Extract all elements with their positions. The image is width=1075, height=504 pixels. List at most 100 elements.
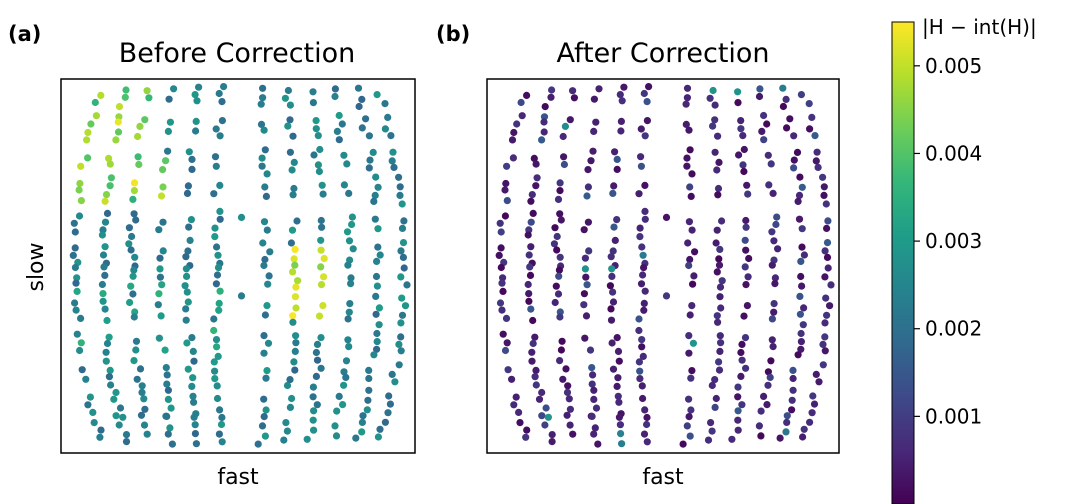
scatter-point: [340, 368, 348, 376]
scatter-point: [788, 406, 796, 414]
scatter-point: [292, 332, 300, 340]
scatter-point: [798, 225, 806, 233]
scatter-point: [215, 430, 223, 438]
scatter-point: [734, 393, 742, 401]
scatter-point: [584, 218, 593, 226]
scatter-point: [72, 279, 80, 287]
scatter-point: [797, 257, 805, 265]
scatter-point: [76, 346, 84, 355]
scatter-point: [718, 217, 726, 225]
scatter-point: [125, 224, 133, 232]
scatter-point: [585, 247, 593, 255]
scatter-point: [713, 226, 721, 234]
scatter-point: [713, 268, 721, 276]
scatter-point: [739, 161, 747, 169]
scatter-point: [370, 351, 378, 359]
scatter-point: [686, 146, 694, 154]
scatter-point: [540, 128, 548, 136]
scatter-point: [591, 424, 599, 432]
scatter-point: [563, 411, 571, 419]
scatter-point: [797, 329, 805, 338]
scatter-point: [607, 316, 616, 324]
scatter-point: [744, 273, 752, 281]
scatter-point: [318, 223, 326, 231]
scatter-point: [685, 395, 693, 403]
panel-a-frame: [60, 78, 416, 454]
scatter-point: [686, 255, 694, 264]
scatter-point: [744, 190, 752, 198]
scatter-point: [638, 343, 646, 351]
scatter-point: [566, 116, 574, 124]
scatter-point: [559, 375, 567, 383]
scatter-point: [643, 438, 651, 446]
scatter-point: [609, 247, 617, 255]
scatter-point: [508, 136, 517, 144]
scatter-point: [218, 117, 226, 125]
scatter-point: [84, 154, 92, 162]
scatter-point: [401, 302, 410, 310]
scatter-point: [182, 305, 190, 313]
scatter-point: [389, 148, 397, 156]
scatter-point: [763, 401, 771, 409]
scatter-point: [589, 371, 597, 379]
scatter-point: [821, 333, 829, 341]
scatter-point: [708, 381, 716, 390]
scatter-point: [553, 246, 561, 254]
scatter-point: [119, 413, 127, 421]
scatter-point: [782, 95, 790, 103]
scatter-point: [395, 361, 403, 369]
scatter-point: [395, 173, 403, 181]
scatter-point: [685, 261, 693, 270]
scatter-point: [211, 224, 219, 232]
scatter-point: [343, 160, 351, 168]
scatter-point: [685, 126, 693, 134]
scatter-point: [711, 116, 719, 124]
scatter-point: [715, 255, 723, 263]
scatter-point: [771, 280, 779, 288]
scatter-point: [398, 311, 407, 319]
scatter-point: [261, 146, 269, 154]
scatter-point: [128, 232, 136, 241]
scatter-point: [709, 86, 717, 95]
scatter-point: [508, 375, 516, 383]
scatter-point: [556, 357, 564, 365]
scatter-point: [734, 88, 742, 96]
scatter-point: [823, 311, 831, 319]
scatter-point: [641, 132, 649, 140]
scatter-point: [263, 226, 271, 234]
scatter-point: [375, 321, 383, 329]
scatter-point: [760, 136, 768, 144]
scatter-point: [611, 148, 619, 156]
scatter-point: [617, 430, 625, 438]
scatter-point: [164, 147, 172, 155]
scatter-point: [317, 263, 325, 271]
scatter-point: [310, 426, 318, 434]
panel-a-ylabel: slow: [24, 242, 49, 291]
scatter-point: [637, 162, 646, 170]
scatter-point: [287, 239, 295, 247]
scatter-point: [102, 357, 110, 365]
scatter-point: [262, 374, 270, 382]
scatter-point: [689, 339, 698, 347]
colorbar-tick-label: 0.004: [925, 141, 982, 165]
scatter-point: [286, 403, 294, 411]
scatter-point: [561, 122, 570, 130]
scatter-point: [188, 165, 196, 173]
scatter-point: [594, 440, 602, 448]
scatter-point: [345, 343, 353, 351]
scatter-point: [496, 219, 504, 227]
scatter-point: [130, 266, 138, 274]
scatter-point: [399, 253, 407, 261]
scatter-point: [112, 412, 120, 420]
scatter-point: [281, 94, 289, 102]
scatter-point: [141, 405, 149, 413]
scatter-point: [354, 84, 363, 92]
scatter-point: [101, 243, 109, 251]
scatter-point: [213, 243, 221, 251]
scatter-point: [588, 364, 596, 372]
scatter-point: [397, 247, 405, 255]
scatter-point: [643, 98, 651, 106]
scatter-point: [617, 117, 626, 125]
scatter-point: [218, 438, 226, 446]
scatter-point: [143, 430, 151, 438]
